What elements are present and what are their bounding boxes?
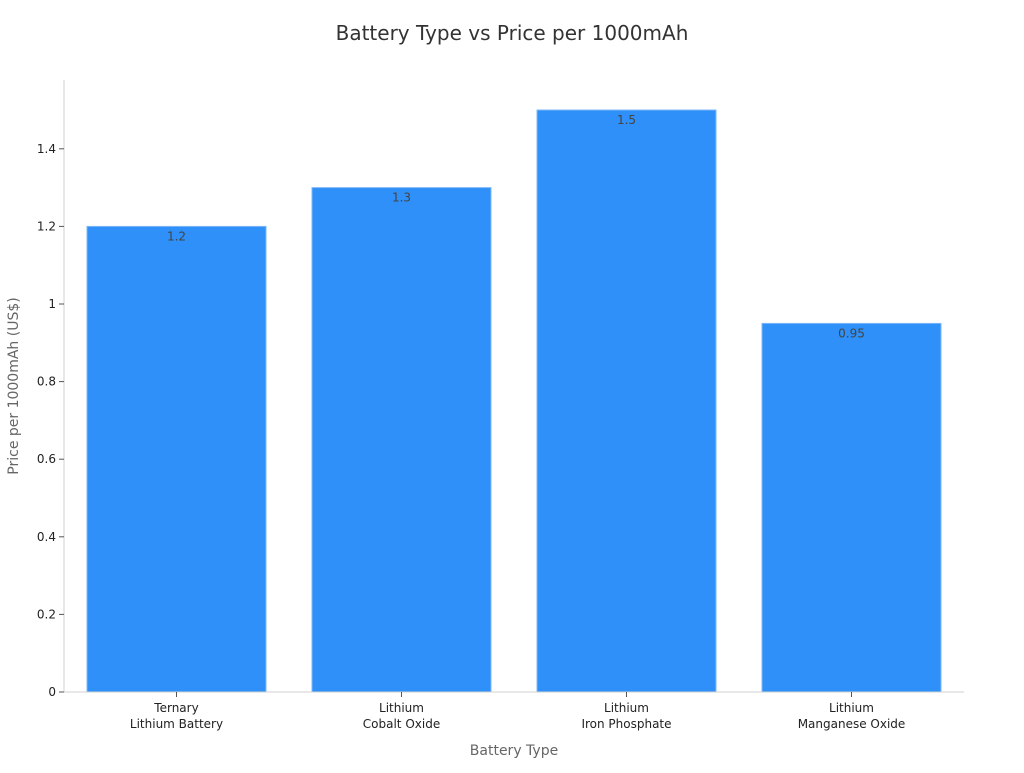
- bar-value-label: 1.5: [617, 113, 636, 127]
- x-tick-label: Lithium: [829, 701, 874, 715]
- bar: [761, 322, 942, 693]
- bar: [86, 225, 267, 693]
- bar: [536, 109, 717, 693]
- x-tick-label: Lithium: [604, 701, 649, 715]
- y-tick-label: 0.4: [37, 530, 56, 544]
- y-tick-label: 0.2: [37, 607, 56, 621]
- x-tick-label: Lithium Battery: [130, 717, 223, 731]
- x-tick-label: Lithium: [379, 701, 424, 715]
- x-tick-label: Manganese Oxide: [798, 717, 906, 731]
- x-axis-label: Battery Type: [470, 743, 558, 759]
- y-tick-label: 1.2: [37, 219, 56, 233]
- x-tick-label: Iron Phosphate: [581, 717, 671, 731]
- y-tick-label: 1.4: [37, 142, 56, 156]
- y-axis-label: Price per 1000mAh (US$): [6, 297, 22, 474]
- bar-value-label: 0.95: [838, 326, 865, 340]
- x-tick-label: Ternary: [153, 701, 198, 715]
- labels-layer: 1.2 1.3 1.5 0.95: [167, 113, 865, 340]
- y-tick-label: 1: [48, 297, 56, 311]
- bar-value-label: 1.2: [167, 229, 186, 243]
- y-tick-label: 0: [48, 685, 56, 699]
- chart-title: Battery Type vs Price per 1000mAh: [336, 21, 689, 45]
- x-tick-label: Cobalt Oxide: [363, 717, 440, 731]
- y-tick-label: 0.6: [37, 452, 56, 466]
- bar: [311, 187, 492, 693]
- bar-value-label: 1.3: [392, 191, 411, 205]
- axes-layer: 0 0.2 0.4 0.6 0.8 1 1.2 1.4 Ternary Lithium Batte…: [37, 80, 964, 731]
- y-tick-label: 0.8: [37, 375, 56, 389]
- bars-layer: [86, 109, 942, 693]
